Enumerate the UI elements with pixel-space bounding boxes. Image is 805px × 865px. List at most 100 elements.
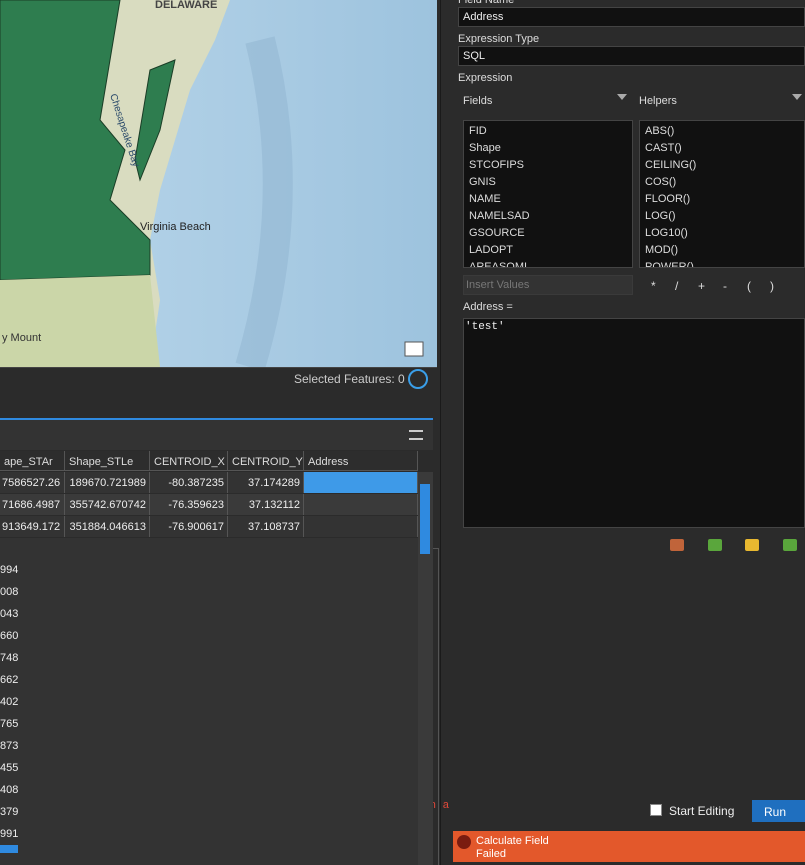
map: DELAWARE Chesapeake Bay Virginia Beach y… — [0, 0, 437, 367]
cell-text: 748 — [0, 652, 19, 664]
column-header — [65, 451, 150, 471]
dropdown[interactable] — [463, 275, 633, 295]
table-cell[interactable] — [65, 494, 150, 515]
table-cell[interactable] — [304, 516, 418, 537]
cell-text: -80.387235 — [168, 477, 224, 489]
cell-text: 37.108737 — [248, 521, 300, 533]
field-item[interactable]: NAMELSAD — [469, 210, 530, 222]
checkbox[interactable] — [650, 804, 662, 816]
helper-item[interactable]: LOG10() — [645, 227, 688, 239]
tab-strip — [0, 392, 433, 420]
tool-icon[interactable] — [783, 539, 797, 551]
field-item[interactable]: GSOURCE — [469, 227, 525, 239]
fields-list: FID Shape STCOFIPS GNIS NAME NAMELSAD GSOURCE L… — [463, 120, 633, 268]
text-input[interactable] — [458, 7, 805, 27]
list-label: Helpers — [639, 95, 677, 107]
column-header-label: CENTROID_X — [154, 456, 225, 468]
helper-item[interactable]: CAST() — [645, 142, 682, 154]
dropdown[interactable] — [458, 46, 805, 66]
run-label: Run — [764, 805, 787, 819]
refresh-button[interactable] — [408, 369, 428, 389]
helper-item[interactable]: MOD() — [645, 244, 678, 256]
helper-item[interactable]: FLOOR() — [645, 193, 691, 205]
expression-box[interactable] — [463, 318, 805, 528]
field-label: Field Name — [458, 0, 515, 6]
scroll-thumb — [420, 484, 430, 554]
operator-button[interactable]: + — [698, 279, 706, 293]
table-cell[interactable] — [0, 494, 65, 515]
map-label: DELAWARE — [155, 0, 217, 11]
column-header — [228, 451, 304, 471]
menu-icon[interactable] — [409, 430, 423, 440]
selected-features: Selected Features: 0 — [294, 372, 405, 386]
filter-icon[interactable] — [617, 94, 627, 100]
operator-button[interactable]: - — [723, 279, 727, 293]
field-item[interactable]: STCOFIPS — [469, 159, 525, 171]
helper-item[interactable]: ABS() — [645, 125, 675, 137]
table-cell[interactable] — [228, 472, 304, 493]
tool-icon[interactable] — [708, 539, 722, 551]
table-cell[interactable] — [150, 472, 228, 493]
column-header — [0, 451, 65, 471]
cell-text: 7586527.26 — [2, 477, 61, 489]
cell-text: 043 — [0, 608, 19, 620]
cell-text: 355742.670742 — [69, 499, 146, 511]
field-item[interactable]: Shape — [469, 142, 501, 154]
cell-text: -76.900617 — [168, 521, 224, 533]
table-cell[interactable] — [304, 472, 418, 493]
dropdown-placeholder: Insert Values — [466, 279, 530, 291]
table-cell[interactable] — [150, 494, 228, 515]
field-item[interactable]: AREASQMI — [469, 261, 528, 268]
field-item[interactable]: NAME — [469, 193, 501, 205]
expression-target: Address = — [463, 301, 513, 313]
map-label: Virginia Beach — [140, 221, 211, 233]
cell-text: 408 — [0, 784, 19, 796]
cell-text: 379 — [0, 806, 19, 818]
run-button[interactable] — [752, 800, 805, 822]
filter-icon[interactable] — [792, 94, 802, 100]
table-cell[interactable] — [228, 516, 304, 537]
field-item[interactable]: GNIS — [469, 176, 496, 188]
tool-icon[interactable] — [745, 539, 759, 551]
field-label: Expression Type — [458, 33, 540, 45]
helper-item[interactable]: CEILING() — [645, 159, 697, 171]
operator-button[interactable]: * — [651, 279, 656, 293]
cell-text: 660 — [0, 630, 19, 642]
notification-title: Calculate Field — [476, 835, 549, 847]
cell-text: 455 — [0, 762, 19, 774]
column-header-label: Address — [308, 456, 349, 468]
cell-text: 37.174289 — [248, 477, 300, 489]
column-header-label: Shape_STLe — [69, 456, 134, 468]
table-cell[interactable] — [0, 472, 65, 493]
notification-icon — [457, 835, 471, 849]
map-label: y Mount — [2, 332, 41, 344]
table-cell[interactable] — [150, 516, 228, 537]
field-item[interactable]: FID — [469, 125, 487, 137]
column-header — [150, 451, 228, 471]
cell-text: 765 — [0, 718, 19, 730]
field-item[interactable]: LADOPT — [469, 244, 514, 256]
table-toolbar — [0, 420, 433, 450]
operator-button[interactable]: / — [675, 279, 679, 293]
table-cell[interactable] — [228, 494, 304, 515]
helper-item[interactable]: COS() — [645, 176, 677, 188]
map-icon[interactable] — [404, 341, 424, 357]
operator-button[interactable]: ( — [747, 279, 751, 293]
tool-icon[interactable] — [670, 539, 684, 551]
table-cell[interactable] — [304, 494, 418, 515]
column-header-label: CENTROID_Y — [232, 456, 303, 468]
cell-text: 351884.046613 — [69, 521, 146, 533]
table-cell[interactable] — [0, 516, 65, 537]
operator-button[interactable]: ) — [770, 279, 774, 293]
table-cell[interactable] — [65, 472, 150, 493]
input-value: Address — [463, 11, 504, 23]
cell-text: 873 — [0, 740, 19, 752]
status-strip — [0, 845, 18, 853]
column-header — [304, 451, 418, 471]
helper-item[interactable]: POWER() — [645, 261, 694, 268]
helper-item[interactable]: LOG() — [645, 210, 676, 222]
table-cell[interactable] — [65, 516, 150, 537]
field-label: Expression — [458, 72, 513, 84]
notification[interactable] — [453, 831, 805, 862]
